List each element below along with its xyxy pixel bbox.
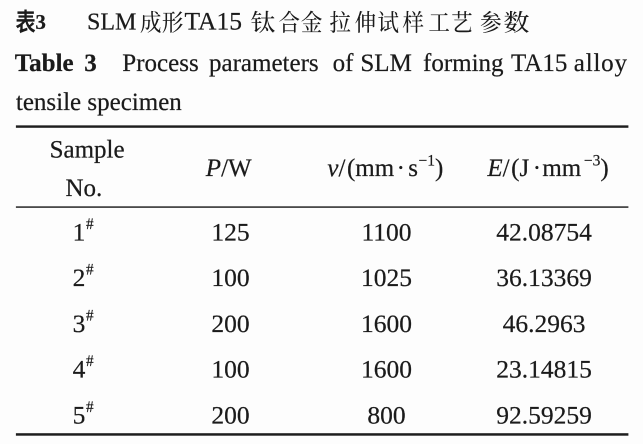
svg-text:Table: Table: [15, 50, 74, 77]
svg-text:1025: 1025: [361, 263, 412, 292]
svg-text:E/(J·mm−3): E/(J ·mm −3): [486, 153, 608, 182]
svg-text:1#: 1#: [73, 216, 94, 247]
svg-text:200: 200: [211, 309, 249, 338]
svg-text:1100: 1100: [361, 218, 411, 247]
svg-text:TA15: TA15: [511, 50, 567, 77]
svg-text:3#: 3#: [73, 307, 94, 338]
svg-text:of: of: [333, 50, 355, 77]
svg-text:42.08754: 42.08754: [496, 218, 592, 247]
svg-text:36.13369: 36.13369: [496, 263, 592, 292]
svg-text:100: 100: [211, 355, 249, 384]
svg-text:tensile specimen: tensile specimen: [16, 89, 182, 116]
svg-text:v/(mm·s−1): v/(mm · s−1): [327, 153, 443, 182]
svg-text:parameters: parameters: [209, 50, 319, 77]
svg-text:800: 800: [367, 400, 405, 429]
svg-text:alloy: alloy: [574, 50, 628, 77]
svg-text:2#: 2#: [73, 262, 94, 293]
svg-text:4#: 4#: [73, 353, 94, 384]
svg-text:Sample: Sample: [50, 136, 125, 163]
svg-text:5#: 5#: [73, 399, 94, 430]
svg-text:3: 3: [35, 10, 46, 34]
svg-text:200: 200: [211, 400, 249, 429]
svg-text:TA15: TA15: [185, 6, 242, 35]
svg-text:1600: 1600: [361, 355, 412, 384]
svg-text:100: 100: [211, 263, 249, 292]
svg-text:Process: Process: [122, 50, 198, 77]
svg-text:SLM: SLM: [87, 9, 136, 35]
svg-text:125: 125: [211, 218, 249, 247]
svg-text:23.14815: 23.14815: [496, 355, 592, 384]
svg-text:SLM: SLM: [360, 50, 411, 77]
svg-text:3: 3: [84, 50, 97, 77]
svg-text:P/W: P/W: [205, 155, 252, 182]
svg-text:forming: forming: [423, 50, 504, 77]
svg-text:1600: 1600: [361, 309, 412, 338]
svg-text:92.59259: 92.59259: [496, 400, 592, 429]
svg-text:46.2963: 46.2963: [503, 309, 586, 338]
svg-text:No.: No.: [66, 175, 103, 202]
